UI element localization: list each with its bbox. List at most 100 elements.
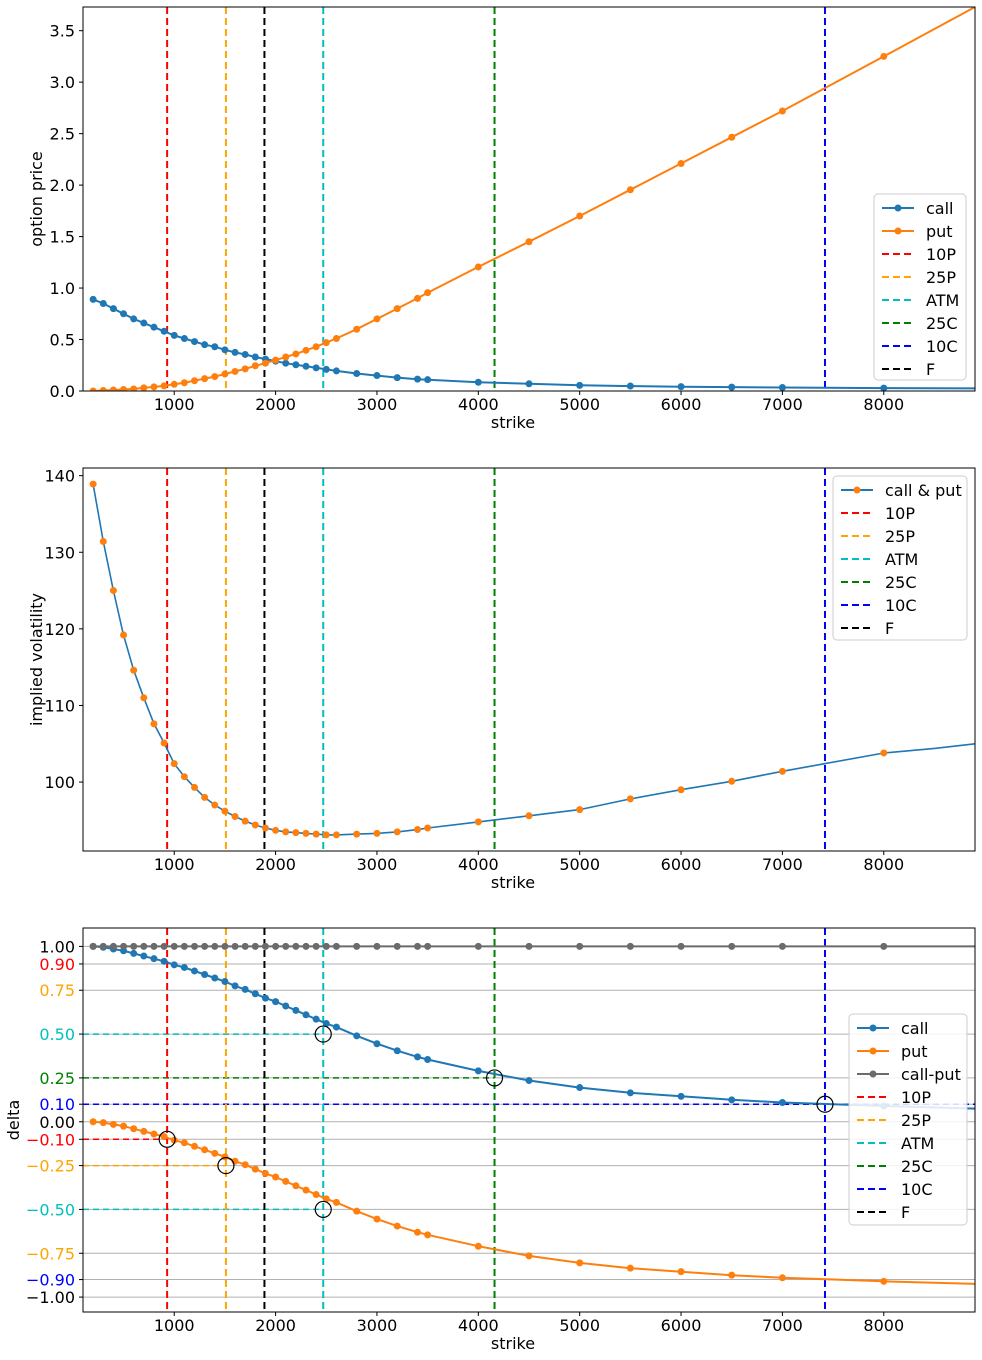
x-tick-label: 3000 xyxy=(357,395,398,414)
data-point xyxy=(89,480,97,488)
data-point xyxy=(626,942,634,950)
data-point xyxy=(576,942,584,950)
data-point xyxy=(180,379,188,387)
data-point xyxy=(332,831,340,839)
data-point xyxy=(191,377,198,385)
plot-area xyxy=(83,928,975,1312)
data-point xyxy=(201,341,209,349)
data-point xyxy=(231,982,239,990)
data-point xyxy=(221,370,229,378)
data-point xyxy=(211,343,219,351)
data-point xyxy=(302,346,310,354)
legend-marker xyxy=(894,227,902,235)
y-tick-label: 100 xyxy=(44,773,75,792)
data-point xyxy=(414,1053,421,1061)
x-tick-label: 2000 xyxy=(255,855,296,874)
legend-marker xyxy=(869,1070,877,1078)
legend-label: put xyxy=(901,1042,928,1061)
data-point xyxy=(89,942,97,950)
plot-area xyxy=(89,7,975,391)
data-point xyxy=(130,666,138,674)
data-point xyxy=(251,942,259,950)
data-point xyxy=(292,1006,300,1014)
legend-label: F xyxy=(926,360,935,379)
data-point xyxy=(292,829,300,837)
data-point xyxy=(180,773,188,781)
data-point xyxy=(251,821,259,829)
x-axis-label: strike xyxy=(491,1334,535,1353)
data-point xyxy=(292,350,300,358)
legend-label: 25C xyxy=(901,1157,933,1176)
y-tick-label: −0.25 xyxy=(26,1157,75,1176)
data-point xyxy=(241,942,249,950)
chart-panel-3: 1000 2000 3000 4000 5000 6000 7000 8000 strike 1.… xyxy=(4,927,976,1353)
data-point xyxy=(353,1032,361,1040)
data-point xyxy=(424,824,432,832)
y-tick-label: 120 xyxy=(44,620,75,639)
data-point xyxy=(231,813,239,821)
data-point xyxy=(261,1169,269,1177)
data-point xyxy=(778,107,786,115)
data-point xyxy=(312,1015,320,1023)
x-tick-label: 4000 xyxy=(458,1316,499,1335)
x-tick-label: 7000 xyxy=(762,1316,803,1335)
data-point xyxy=(353,830,361,838)
data-point xyxy=(576,806,584,814)
data-point xyxy=(282,1002,290,1010)
data-point xyxy=(312,830,320,838)
data-point xyxy=(302,829,310,837)
data-point xyxy=(221,1153,229,1161)
legend-label: 10P xyxy=(926,245,956,264)
delta-intersection-marker xyxy=(217,1156,235,1175)
data-point xyxy=(353,942,361,950)
legend-label: 10C xyxy=(901,1180,933,1199)
data-point xyxy=(99,942,107,950)
legend-box xyxy=(832,475,968,641)
data-point xyxy=(140,694,148,702)
data-point xyxy=(170,1136,178,1144)
legend-marker xyxy=(869,1024,877,1032)
data-point xyxy=(241,1161,249,1169)
data-point xyxy=(525,942,533,950)
x-tick-label: 8000 xyxy=(863,1316,904,1335)
data-point xyxy=(393,942,401,950)
data-point xyxy=(130,385,138,391)
y-tick-label: −1.00 xyxy=(26,1288,75,1307)
x-tick-label: 2000 xyxy=(255,1316,296,1335)
data-point xyxy=(241,985,249,993)
y-tick-label: 0.5 xyxy=(50,331,75,350)
y-tick-label: −0.50 xyxy=(26,1200,75,1219)
y-tick-label: 1.00 xyxy=(39,937,75,956)
data-point xyxy=(626,795,634,803)
data-point xyxy=(282,942,290,950)
y-tick-label: 0.75 xyxy=(39,981,75,1000)
data-point xyxy=(160,382,168,390)
legend-label: F xyxy=(885,619,894,638)
x-tick-label: 6000 xyxy=(661,395,702,414)
y-tick-label: 1.5 xyxy=(50,228,75,247)
x-tick-label: 5000 xyxy=(559,1316,600,1335)
data-point xyxy=(728,942,736,950)
data-point xyxy=(150,720,158,728)
y-tick-label: 0.25 xyxy=(39,1069,75,1088)
data-point xyxy=(180,334,188,342)
data-point xyxy=(150,383,158,391)
legend-label: put xyxy=(926,222,953,241)
data-point xyxy=(302,942,310,950)
data-point xyxy=(525,380,533,388)
data-point xyxy=(424,1231,432,1239)
data-point xyxy=(170,331,178,339)
x-tick-label: 6000 xyxy=(661,1316,702,1335)
data-point xyxy=(160,957,168,965)
data-point xyxy=(221,977,229,985)
data-point xyxy=(728,1096,736,1104)
data-point xyxy=(160,1133,168,1141)
y-tick-label: 2.5 xyxy=(50,125,75,144)
data-point xyxy=(677,786,685,794)
data-point xyxy=(332,367,340,375)
data-point xyxy=(677,159,685,167)
y-tick-label: 0.10 xyxy=(39,1095,75,1114)
x-tick-label: 1000 xyxy=(154,855,195,874)
legend-label: call-put xyxy=(901,1065,961,1084)
